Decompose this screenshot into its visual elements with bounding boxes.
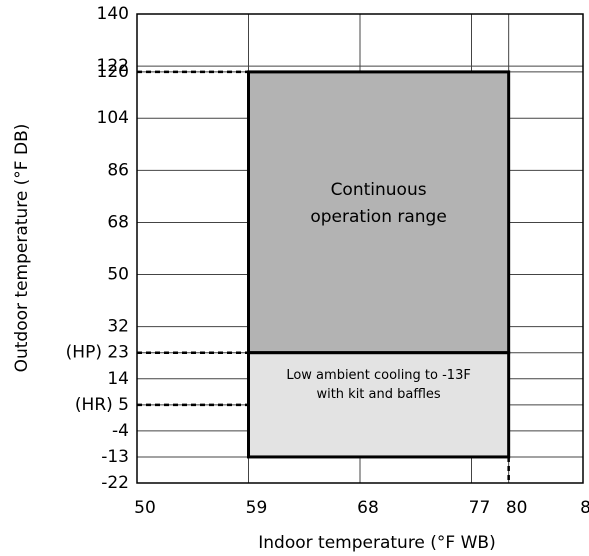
x-axis-title: Indoor temperature (°F WB): [258, 533, 495, 553]
y-tick-label: (HR) 5: [75, 395, 129, 415]
y-tick-label: 104: [97, 108, 129, 128]
x-tick-label: 59: [246, 498, 268, 518]
region-label: Low ambient cooling to -13F: [286, 368, 471, 383]
y-tick-label: -4: [112, 421, 129, 441]
y-tick-label: 32: [107, 317, 129, 337]
y-tick-label: 120: [97, 62, 129, 82]
y-axis-title: Outdoor temperature (°F DB): [12, 124, 32, 373]
y-tick-label: -22: [101, 473, 129, 493]
plot-frame: [136, 13, 584, 484]
x-tick-label: 50: [134, 498, 156, 518]
y-tick-label: 122: [97, 56, 129, 76]
x-tick-label: 80: [506, 498, 528, 518]
x-tick-label: 68: [357, 498, 379, 518]
region-label: with kit and baffles: [316, 387, 440, 402]
y-tick-label: 86: [107, 160, 129, 180]
y-tick-label: -13: [101, 447, 129, 467]
region-label: operation range: [310, 207, 446, 227]
y-tick-label: (HP) 23: [66, 343, 129, 363]
region-label: Continuous: [331, 180, 427, 200]
x-tick-label: 77: [469, 498, 491, 518]
y-tick-label: 68: [107, 212, 129, 232]
region: [247, 351, 511, 459]
y-tick-label: 50: [107, 265, 129, 285]
y-tick-label: 14: [107, 369, 129, 389]
y-tick-label: 140: [97, 4, 129, 24]
x-tick-label: 86: [580, 498, 589, 518]
